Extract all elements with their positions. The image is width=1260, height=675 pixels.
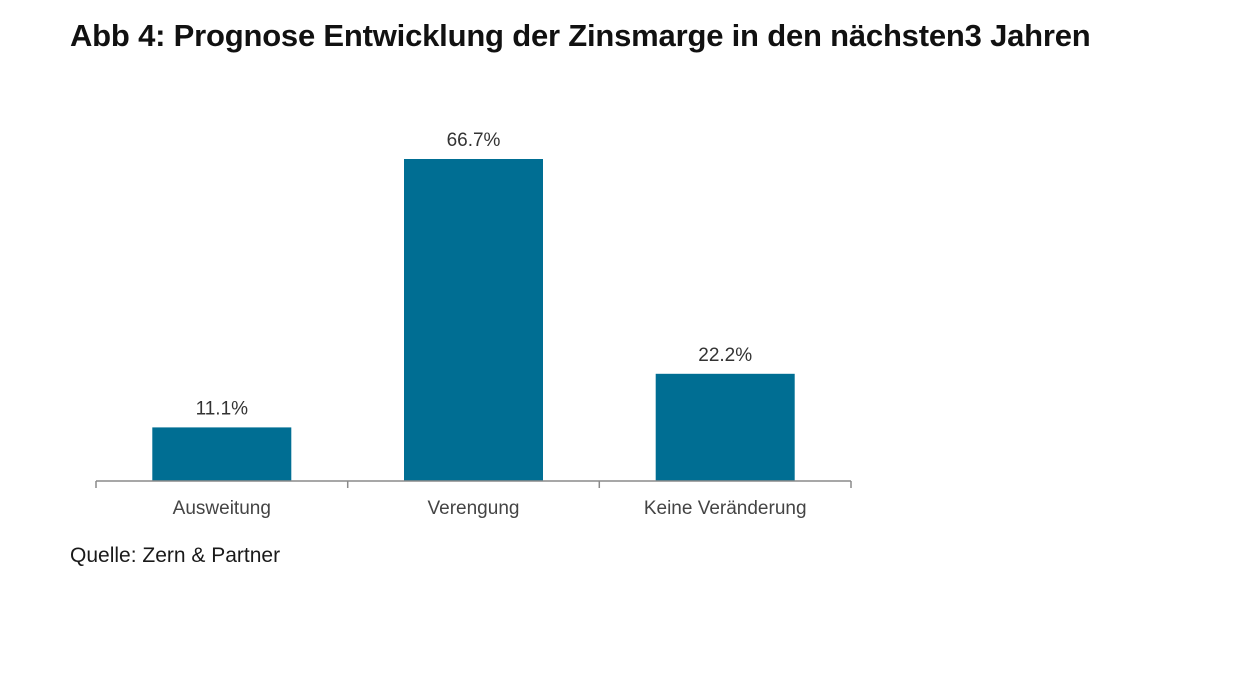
x-tick-label: Keine Veränderung bbox=[644, 498, 807, 519]
source-note: Quelle: Zern & Partner bbox=[70, 544, 281, 567]
x-tick-label: Ausweitung bbox=[173, 498, 271, 519]
chart-title: Abb 4: Prognose Entwicklung der Zinsmarg… bbox=[70, 18, 1091, 53]
bar bbox=[152, 427, 292, 481]
data-label: 66.7% bbox=[447, 130, 501, 151]
data-label: 22.2% bbox=[698, 345, 752, 366]
data-label: 11.1% bbox=[196, 398, 249, 419]
bar bbox=[655, 373, 795, 481]
bar bbox=[404, 159, 543, 481]
x-tick-label: Verengung bbox=[428, 498, 520, 519]
